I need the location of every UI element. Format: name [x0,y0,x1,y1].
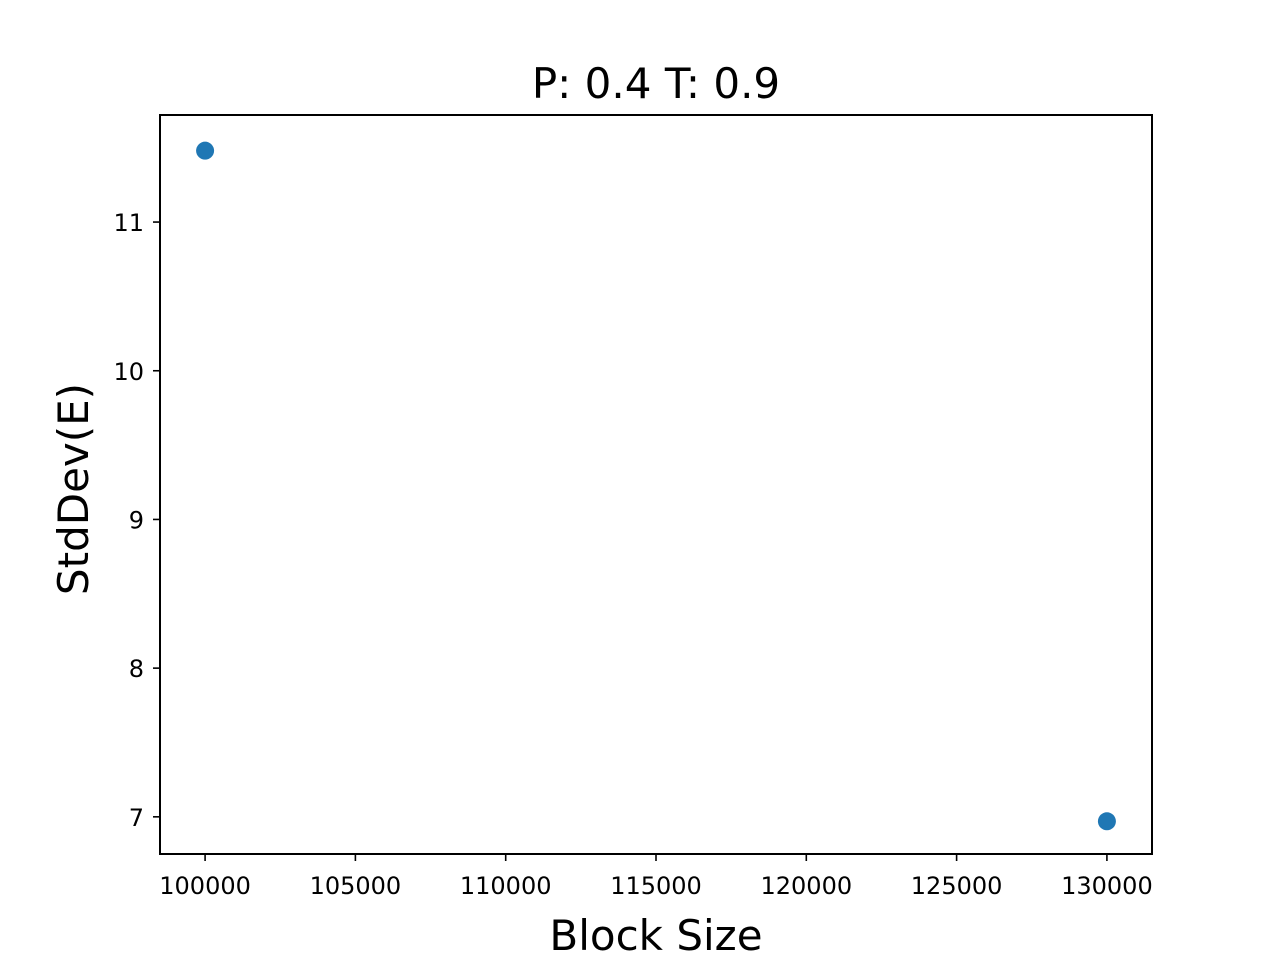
y-tick-label: 9 [129,506,144,534]
x-tick-label: 110000 [460,872,552,900]
y-axis-label: StdDev(E) [49,383,98,595]
x-tick-label: 115000 [610,872,702,900]
x-tick-label: 130000 [1061,872,1153,900]
x-tick-label: 105000 [310,872,402,900]
x-tick-label: 125000 [911,872,1003,900]
data-point [1097,812,1116,831]
x-tick-label: 120000 [760,872,852,900]
y-tick-label: 7 [129,804,144,832]
y-tick-label: 10 [113,358,144,386]
x-axis-label: Block Size [549,911,762,960]
data-points [196,141,1116,831]
y-tick-label: 8 [129,655,144,683]
chart-title: P: 0.4 T: 0.9 [532,59,780,108]
x-axis-ticks: 100000 105000 110000 115000 120000 125000 1300… [159,854,1153,900]
y-tick-label: 11 [113,209,144,237]
y-axis-ticks: 7 8 9 10 11 [113,209,160,832]
data-point [196,141,215,160]
x-tick-label: 100000 [159,872,251,900]
